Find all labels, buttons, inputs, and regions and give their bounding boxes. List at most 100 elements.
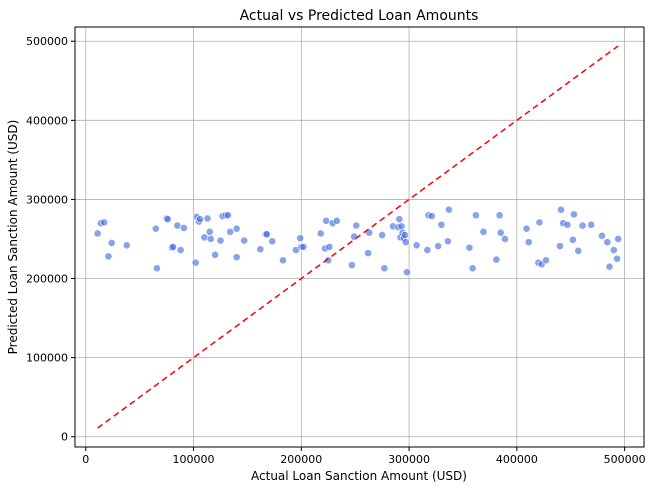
scatter-point [169,242,177,251]
y-tick-label: 300000 [26,193,68,206]
scatter-point [609,246,618,254]
scatter-point [556,242,564,250]
x-axis-label: Actual Loan Sanction Amount (USD) [251,469,467,483]
scatter-points [93,205,623,277]
scatter-point [471,211,480,220]
scatter-point [468,264,477,273]
scatter-point [122,241,131,250]
y-axis-label: Predicted Loan Sanction Amount (USD) [6,120,20,355]
scatter-point [427,212,436,220]
scatter-point [191,258,200,267]
scatter-point [296,234,305,243]
chart-title: Actual vs Predicted Loan Amounts [240,8,479,24]
scatter-point [104,252,113,261]
scatter-point [568,235,577,244]
scatter-point [240,236,249,245]
scatter-point [203,214,212,223]
scatter-point [256,245,265,254]
scatter-point [173,221,182,230]
scatter-point [93,229,102,238]
scatter-point [226,227,235,236]
scatter-point [535,218,544,227]
x-tick-label: 0 [82,453,89,466]
scatter-point [179,224,188,232]
scatter-point [522,224,531,233]
scatter-point [465,243,474,252]
scatter-point [495,211,504,220]
scatter-point [224,211,232,220]
scatter-point [479,227,488,236]
scatter-point [614,235,623,243]
scatter-point [587,220,596,229]
scatter-point [412,241,421,250]
scatter-point [378,231,387,239]
scatter-point [232,253,241,262]
scatter-point [403,268,411,277]
y-axis: 0 100000 200000 300000 400000 500000 [26,35,75,444]
scatter-point [299,242,308,251]
scatter-point [324,256,333,265]
scatter-point [279,256,287,265]
scatter-point [206,235,215,243]
scatter-point [542,256,550,265]
x-tick-label: 100000 [173,453,215,466]
scatter-point [350,232,359,241]
scatter-point [598,231,606,240]
y-tick-label: 500000 [26,35,68,48]
scatter-point [501,235,509,243]
scatter-point [232,224,241,233]
x-axis: 0 100000 200000 300000 400000 500000 [82,447,646,466]
scatter-point [400,231,409,239]
scatter-point [395,215,404,224]
scatter-point [176,246,185,254]
x-tick-label: 200000 [280,453,322,466]
scatter-point [397,222,406,231]
scatter-point [211,250,219,259]
scatter-point [352,221,361,230]
scatter-point [443,237,452,246]
scatter-point [163,215,172,224]
scatter-point [578,221,587,230]
y-tick-label: 400000 [26,114,68,127]
y-tick-label: 0 [61,431,68,444]
scatter-point [332,216,341,225]
scatter-point [107,239,116,247]
x-tick-label: 400000 [496,453,538,466]
scatter-point [151,224,160,233]
scatter-point [434,242,443,250]
x-tick-label: 500000 [604,453,646,466]
scatter-point [445,205,453,214]
x-tick-label: 300000 [388,453,430,466]
scatter-point [196,215,204,224]
scatter-point [380,264,389,273]
scatter-point [492,255,501,264]
scatter-point [563,220,572,229]
scatter-point [603,238,612,247]
plot-frame [74,26,645,448]
scatter-point [316,229,325,238]
scatter-point [322,216,330,225]
scatter-point [570,210,578,219]
scatter-point [325,242,334,251]
reference-line [97,45,619,429]
scatter-point [613,254,621,263]
scatter-point [437,220,446,229]
scatter-point [401,238,410,247]
scatter-point [268,237,277,246]
scatter-point [348,261,356,269]
y-tick-label: 200000 [26,273,68,286]
scatter-point [153,264,161,273]
scatter-point [205,227,214,236]
scatter-point [496,228,505,237]
scatter-point [605,262,614,271]
scatter-point [557,205,565,214]
scatter-point [524,238,533,247]
scatter-point [200,233,209,242]
y-tick-label: 100000 [26,352,68,365]
scatter-point [216,236,225,245]
scatter-point [262,230,271,239]
scatter-point [364,249,373,258]
scatter-point [423,246,432,254]
scatter-point [100,218,108,227]
